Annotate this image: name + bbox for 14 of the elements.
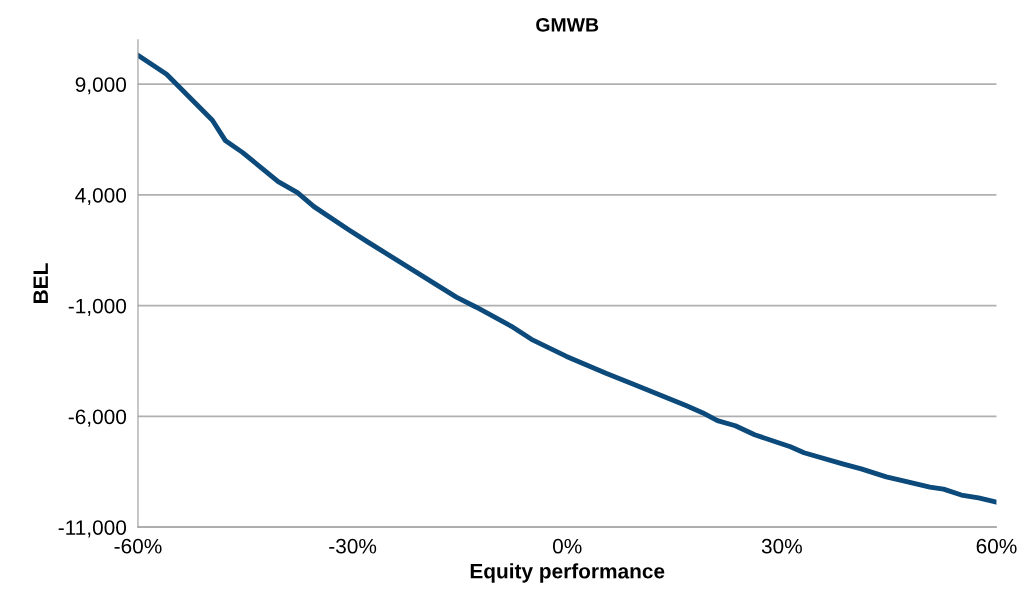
y-tick-label: -11,000 (58, 520, 127, 538)
x-tick-label: 0% (552, 538, 582, 554)
chart-title: GMWB (536, 17, 599, 32)
x-axis-title: Equity performance (470, 563, 665, 583)
x-tick-label: -60% (114, 538, 162, 554)
y-tick-label: -6,000 (68, 409, 127, 427)
x-tick-label: 60% (976, 538, 1017, 554)
y-tick-label: 4,000 (75, 187, 127, 206)
x-tick-label: -30% (329, 538, 377, 554)
line-series (137, 52, 997, 505)
y-tick-label: -1,000 (68, 298, 127, 316)
y-tick-label: 9,000 (75, 77, 127, 95)
x-tick-label: 30% (761, 538, 802, 554)
y-axis-title: BEL (33, 263, 48, 303)
